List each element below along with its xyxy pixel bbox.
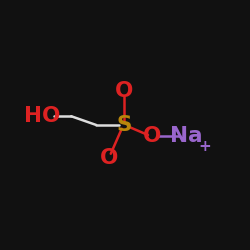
Text: +: + [198,139,211,154]
Text: O: O [114,81,133,101]
Text: HO: HO [24,106,61,126]
Text: Na: Na [170,126,202,146]
Text: O: O [143,126,162,146]
Text: S: S [116,115,132,135]
Text: O: O [100,148,118,168]
